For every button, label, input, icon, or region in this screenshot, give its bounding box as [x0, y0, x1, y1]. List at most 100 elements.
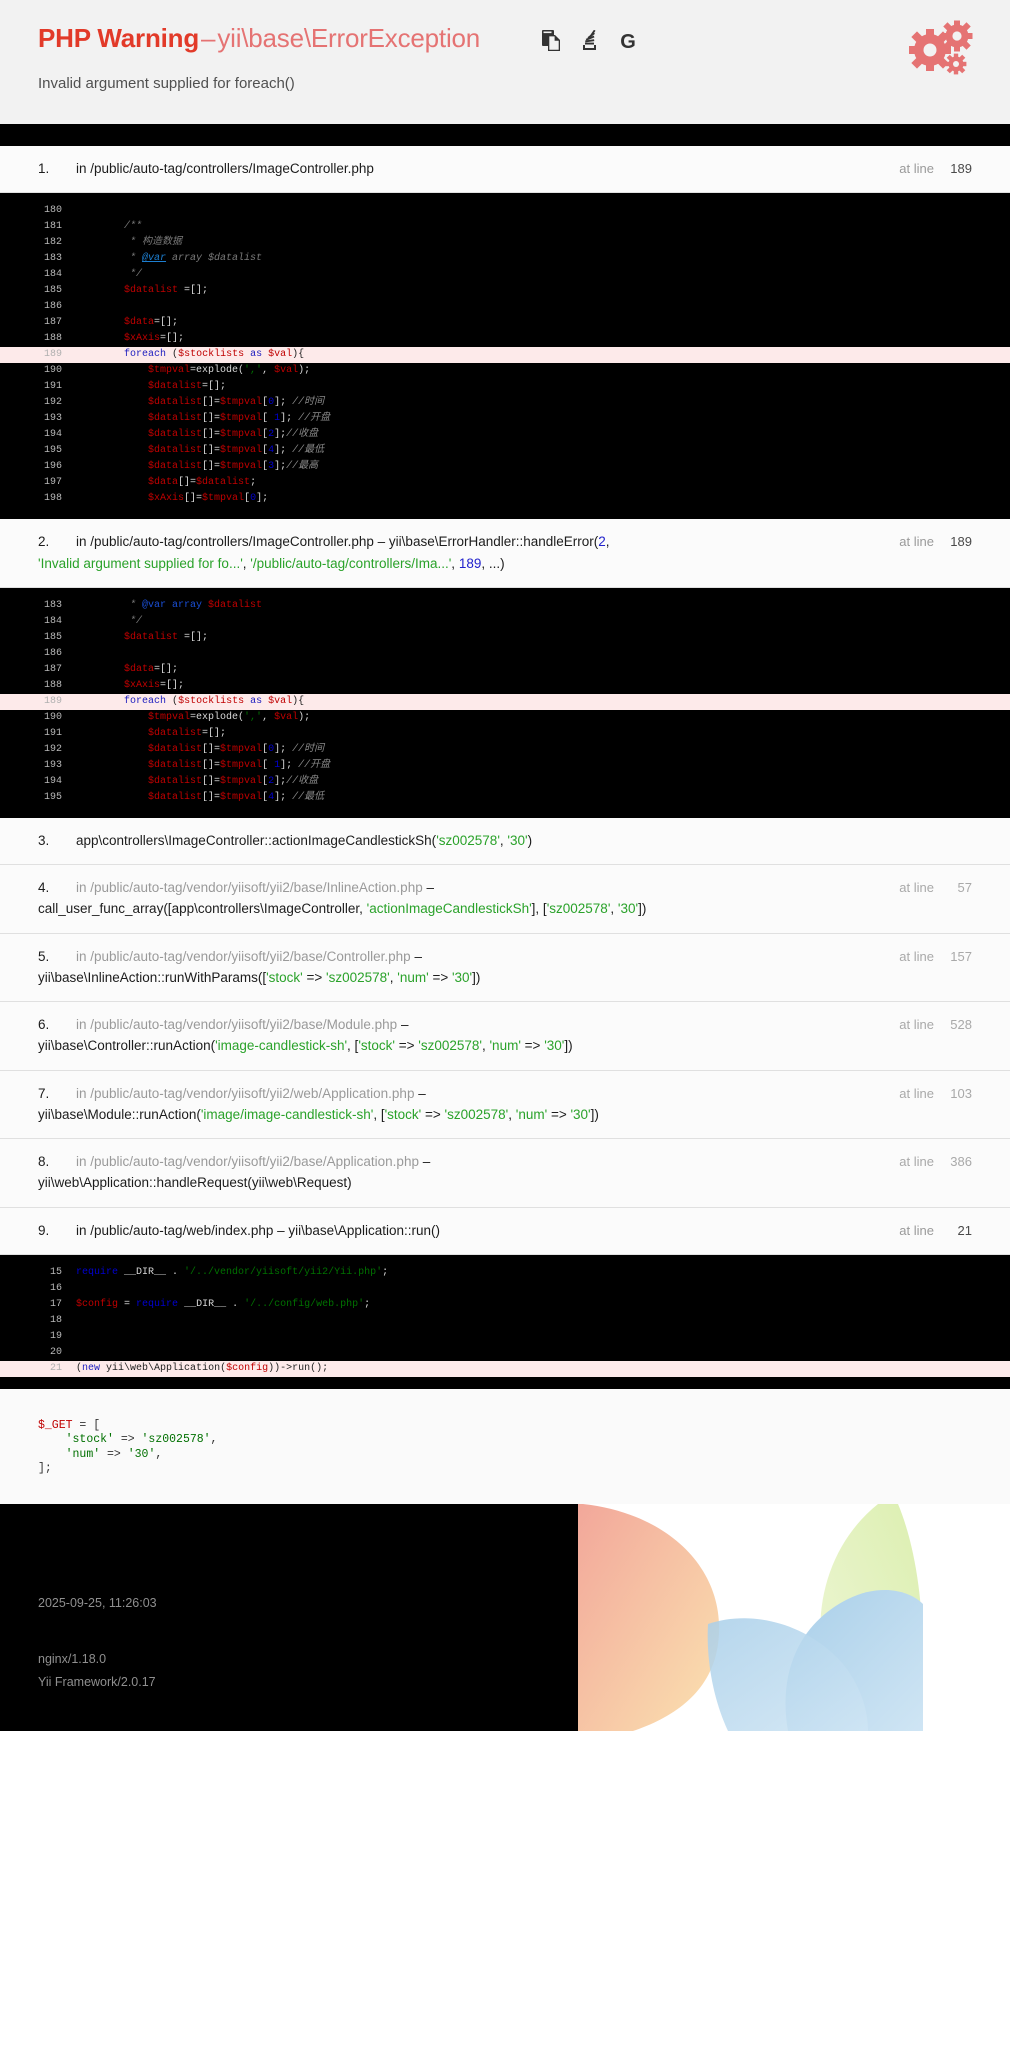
frame-file-path: in /public/auto-tag/controllers/ImageCon…: [76, 161, 374, 176]
frame-description: in /public/auto-tag/vendor/yiisoft/yii2/…: [76, 947, 972, 967]
frame-call: –: [410, 948, 422, 964]
code-line-content: $datalist[]=$tmpval[ 1]; //开盘: [148, 759, 331, 771]
code-line-number: 193: [43, 413, 62, 425]
error-message: Invalid argument supplied for foreach(): [38, 74, 295, 92]
frame-file-path: in /public/auto-tag/web/index.php: [76, 1222, 274, 1238]
google-icon[interactable]: G: [618, 30, 638, 53]
frame-line-info: at line 189: [899, 159, 972, 179]
code-line-content: $tmpval=explode(',', $val);: [148, 365, 311, 377]
code-line-number: 195: [43, 445, 62, 457]
stack-frame-5[interactable]: 5. in /public/auto-tag/vendor/yiisoft/yii…: [0, 933, 1010, 1002]
stack-frame-4[interactable]: 4. in /public/auto-tag/vendor/yiisoft/yii…: [0, 865, 1010, 934]
code-line-number: 18: [49, 1314, 62, 1326]
exception-class: yii\base\ErrorException: [217, 23, 481, 53]
stack-frame-1[interactable]: 1. in /public/auto-tag/controllers/ImageC…: [0, 146, 1010, 194]
code-line-content: require __DIR__ . '/../vendor/yiisoft/yi…: [76, 1266, 389, 1278]
frame-call: –: [414, 1085, 426, 1101]
stackoverflow-icon[interactable]: [580, 29, 600, 52]
frame-arguments: yii\web\Application::handleRequest(yii\w…: [38, 1175, 352, 1191]
stack-frame-8[interactable]: 8. in /public/auto-tag/vendor/yiisoft/yii…: [0, 1139, 1010, 1208]
copy-icon[interactable]: [542, 30, 562, 52]
code-line-number: 21: [49, 1362, 62, 1374]
code-line: 184 */: [0, 267, 1010, 283]
line-number: 189: [950, 534, 972, 550]
stack-frame-6[interactable]: 6. in /public/auto-tag/vendor/yiisoft/yii…: [0, 1002, 1010, 1071]
code-line: 19: [0, 1329, 1010, 1345]
at-line-label: at line: [899, 948, 934, 964]
stack-frame-2[interactable]: 2. in /public/auto-tag/controllers/ImageC…: [0, 519, 1010, 588]
frame-number: 2.: [38, 534, 50, 550]
code-line-number: 189: [43, 349, 62, 361]
frame-call: –: [418, 1154, 431, 1169]
code-line: 184 */: [0, 614, 1010, 630]
at-line-label: at line: [899, 161, 934, 176]
frame-line-info: at line 189: [899, 532, 972, 552]
code-line: 193 $datalist[]=$tmpval[ 1]; //开盘: [0, 411, 1010, 427]
code-line: 186: [0, 299, 1010, 315]
code-line-content: $data=[];: [124, 663, 179, 675]
page-footer: 2025-09-25, 11:26:03 nginx/1.18.0 Yii Fr…: [0, 1504, 1010, 1732]
footer-framework: Yii Framework/2.0.17: [38, 1674, 156, 1689]
header-action-icons: G: [542, 29, 638, 53]
code-line-number: 188: [43, 333, 62, 345]
frame-number: 1.: [38, 161, 50, 176]
code-line-content: $xAxis=[];: [124, 333, 185, 345]
line-number: 21: [957, 1222, 972, 1238]
code-line-content: foreach ($stocklists as $val){: [124, 695, 305, 707]
code-line-content: $tmpval=explode(',', $val);: [148, 711, 311, 723]
code-line-content: foreach ($stocklists as $val){: [124, 349, 305, 361]
frame-call: –: [397, 1017, 409, 1032]
code-line-number: 187: [43, 663, 62, 675]
frame-number: 3.: [38, 832, 50, 848]
frame-description: in /public/auto-tag/controllers/ImageCon…: [76, 532, 972, 552]
code-line-number: 180: [43, 205, 62, 217]
frame-description: app\controllers\ImageController::actionI…: [76, 831, 972, 851]
code-line: 185 $datalist =[];: [0, 283, 1010, 299]
code-line-content: $datalist=[];: [148, 381, 227, 393]
code-line-content: (new yii\web\Application($config))->run(…: [76, 1362, 329, 1374]
code-line-number: 188: [43, 679, 62, 691]
code-line-number: 191: [43, 727, 62, 739]
code-line: 191 $datalist=[];: [0, 726, 1010, 742]
code-line-content: $datalist[]=$tmpval[ 1]; //开盘: [148, 413, 331, 425]
code-line-content: [76, 1329, 1010, 1345]
code-line-content: $datalist[]=$tmpval[2];//收盘: [148, 429, 319, 441]
code-line: 181 /**: [0, 219, 1010, 235]
error-type: PHP Warning: [38, 23, 200, 53]
code-line-number: 186: [43, 647, 62, 659]
code-line: 198 $xAxis[]=$tmpval[0];: [0, 491, 1010, 507]
code-line-content: $data[]=$datalist;: [148, 477, 257, 489]
code-line-number: 185: [43, 285, 62, 297]
code-preview-1: 180 181 /** 182 * 构造数据 183 * @var array $d…: [0, 193, 1010, 520]
line-number: 189: [950, 161, 972, 176]
frame-file-path: in /public/auto-tag/vendor/yiisoft/yii2/…: [76, 1154, 419, 1169]
code-line-number: 181: [43, 221, 62, 233]
code-line: 194 $datalist[]=$tmpval[2];//收盘: [0, 427, 1010, 443]
stack-frame-3[interactable]: 3. app\controllers\ImageController::actio…: [0, 817, 1010, 865]
code-line-content: $datalist[]=$tmpval[0]; //时间: [148, 397, 325, 409]
code-line-number: 15: [49, 1266, 62, 1278]
code-line-content: [76, 203, 1010, 219]
stack-frame-7[interactable]: 7. in /public/auto-tag/vendor/yiisoft/yii…: [0, 1070, 1010, 1139]
code-line-number: 185: [43, 631, 62, 643]
frame-description: in /public/auto-tag/vendor/yiisoft/yii2/…: [76, 1084, 972, 1104]
code-line-number: 191: [43, 381, 62, 393]
footer-info: 2025-09-25, 11:26:03 nginx/1.18.0 Yii Fr…: [0, 1504, 1010, 1690]
code-line-content: $data=[];: [124, 317, 179, 329]
code-line-number: 194: [43, 775, 62, 787]
code-line-content: * @var array $datalist: [76, 253, 263, 265]
code-line: 197 $data[]=$datalist;: [0, 475, 1010, 491]
code-line: 183 * @var array $datalist: [0, 598, 1010, 614]
stack-frame-9[interactable]: 9. in /public/auto-tag/web/index.php – yi…: [0, 1207, 1010, 1255]
frame-line-info: at line 57: [899, 878, 972, 898]
code-line: 180: [0, 203, 1010, 219]
footer-timestamp: 2025-09-25, 11:26:03: [38, 1596, 157, 1611]
line-number: 528: [950, 1017, 972, 1032]
code-preview-9: 15 require __DIR__ . '/../vendor/yiisoft/…: [0, 1254, 1010, 1389]
code-line-number: 183: [43, 599, 62, 611]
code-line-content: $datalist[]=$tmpval[4]; //最低: [148, 445, 325, 457]
frame-file-path: in /public/auto-tag/vendor/yiisoft/yii2/…: [76, 880, 423, 895]
frame-arguments: yii\base\Module::runAction('image/image-…: [38, 1106, 599, 1122]
frame-line-info: at line 103: [899, 1084, 972, 1104]
code-line-content: $datalist=[];: [148, 727, 227, 739]
